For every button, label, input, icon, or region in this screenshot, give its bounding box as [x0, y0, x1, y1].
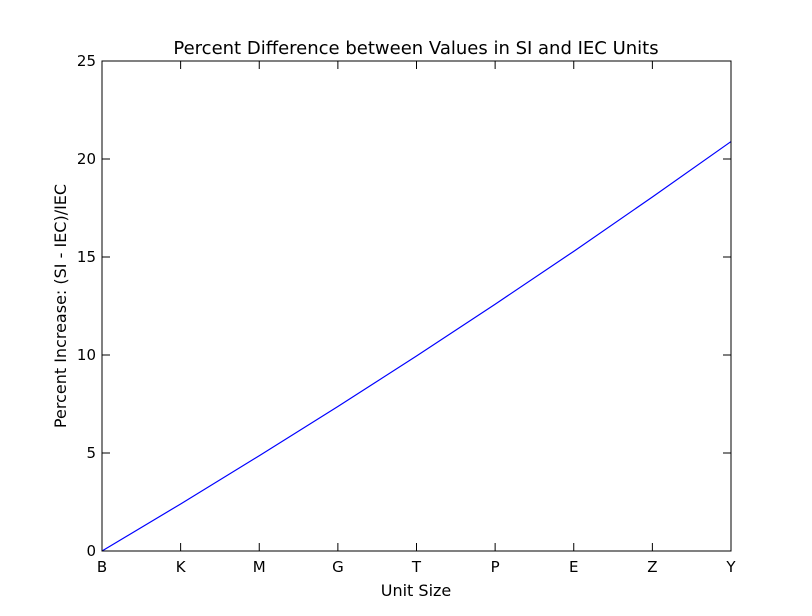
y-tick-label: 15 [77, 248, 96, 266]
y-tick-label: 20 [77, 150, 96, 168]
x-axis-label: Unit Size [381, 581, 452, 600]
x-tick-label: B [97, 558, 107, 576]
x-tick-label: Y [725, 558, 736, 576]
chart-title: Percent Difference between Values in SI … [173, 38, 658, 59]
x-tick-label: Z [647, 558, 657, 576]
x-tick-label: T [411, 558, 422, 576]
x-tick-label: P [491, 558, 500, 576]
y-tick-label: 25 [77, 52, 96, 70]
x-tick-label: K [176, 558, 187, 576]
x-tick-label: M [253, 558, 266, 576]
x-tick-label: E [569, 558, 578, 576]
y-tick-label: 10 [77, 346, 96, 364]
x-tick-label: G [332, 558, 344, 576]
y-axis-label: Percent Increase: (SI - IEC)/IEC [51, 184, 70, 428]
y-axis-tick-labels: 0 5 10 15 20 25 [77, 52, 96, 560]
y-axis-ticks [102, 60, 731, 552]
y-tick-label: 0 [86, 542, 96, 560]
plot-area [101, 141, 732, 552]
x-axis-ticks [101, 61, 732, 551]
y-tick-label: 5 [86, 444, 96, 462]
series-line-1 [101, 141, 732, 552]
